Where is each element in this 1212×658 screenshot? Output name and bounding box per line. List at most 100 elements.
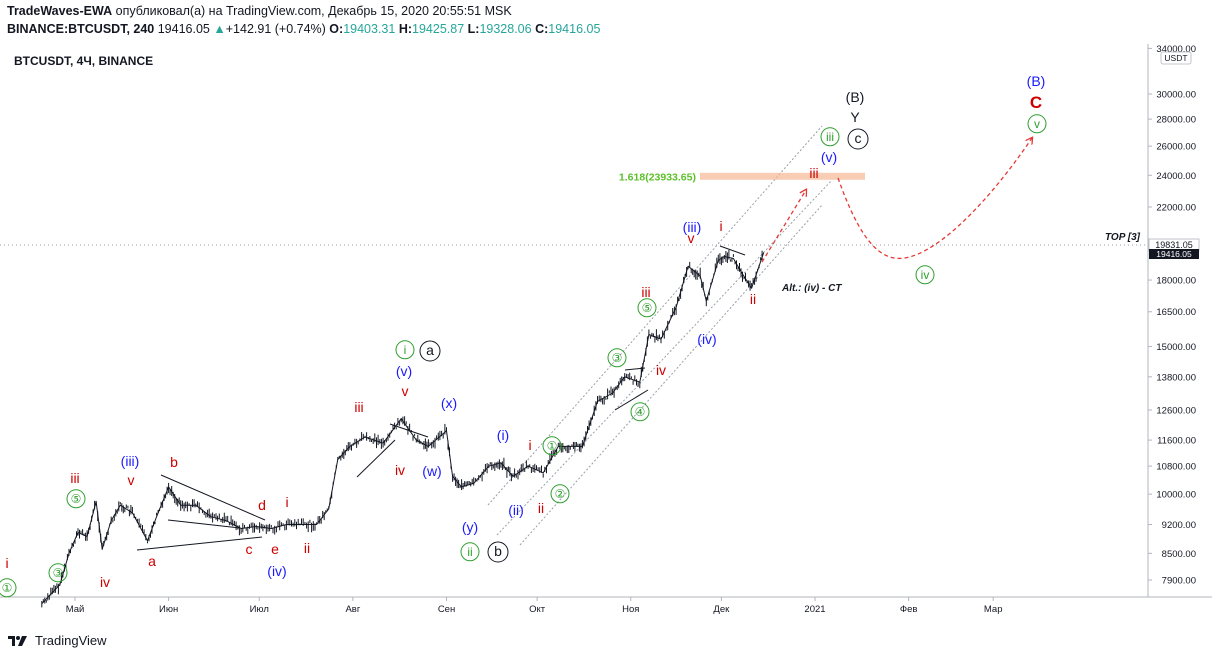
wave-label-text: iii [641, 284, 650, 300]
wave-label: ③ [607, 348, 627, 368]
currency-badge[interactable] [1160, 51, 1192, 65]
price-chart[interactable]: BTCUSDT, 4Ч, BINANCE 34000.00 30000.00 280… [0, 40, 1212, 626]
y-tick-label: 24000.00 [1156, 171, 1196, 182]
wave-label-text: (iii) [121, 453, 140, 469]
wave-label-text: ⑤ [71, 492, 82, 506]
wave-label-text: (ii) [508, 502, 524, 518]
wave-label-text: ii [750, 291, 756, 307]
high-label: H: [398, 22, 413, 36]
time-axis[interactable]: Май Июн Июл Авг Сен Окт Ноя Дек 2021 Фев Мар [66, 597, 1003, 615]
projection-to-wave-iii [761, 190, 806, 263]
wave-label-circle [550, 484, 570, 504]
y-tick-label: 34000.00 [1156, 44, 1196, 55]
wave-label: b [170, 454, 178, 470]
wave-label-text: (x) [441, 395, 457, 411]
wave-label-text: c [855, 130, 862, 146]
wave-label-text: d [258, 497, 266, 513]
x-tick-label: Дек [713, 604, 730, 615]
wave-label: (iii) [121, 453, 140, 469]
up-arrow-icon: ▲ [213, 22, 226, 36]
wave-label: iii [354, 399, 363, 415]
low-value: 19328.06 [479, 22, 532, 36]
wave-label: (v) [396, 363, 412, 379]
elliott-wave-labels: iiiiivvabcdeiiiiiiivviiiiiiivviiiiii(iii… [0, 73, 1047, 598]
wave-label-text: a [426, 342, 434, 358]
published-text: опубликовал(а) на TradingView.com, Декаб… [115, 4, 512, 18]
wave-label-text: (B) [846, 89, 865, 105]
wave-label-text: v [688, 230, 695, 246]
wave-label: v [688, 230, 695, 246]
wave-label-text: (iii) [683, 219, 702, 235]
wave-label-text: (B) [1027, 73, 1046, 89]
y-tick-label: 10000.00 [1156, 490, 1196, 501]
wave-label-text: ⑤ [642, 301, 653, 315]
wave-label-text: iii [70, 470, 79, 486]
wave-label: ⑤ [66, 489, 86, 509]
open-label: O: [329, 22, 344, 36]
wave-label-circle [1027, 114, 1047, 134]
wave-circle [847, 128, 869, 150]
wave-label-text: ③ [53, 566, 64, 580]
wave-label: ④ [630, 402, 650, 422]
wave-label-text: a [148, 553, 156, 569]
wave-label: (B) [1027, 73, 1046, 89]
wave-label-text: b [170, 454, 178, 470]
wave-label-text: e [271, 541, 279, 557]
wave-label: ③ [48, 563, 68, 583]
chart-legend-title: BTCUSDT, 4Ч, BINANCE [14, 54, 153, 68]
wave-label: a [148, 553, 156, 569]
close-label: C: [535, 22, 549, 36]
symbol-line: BINANCE:BTCUSDT, 240 [7, 22, 155, 36]
wave-label: i [285, 494, 288, 510]
footer-brand[interactable]: TradingView [35, 632, 107, 648]
footer: TradingView [7, 630, 107, 650]
wave-label-text: (iv) [267, 563, 286, 579]
wave-label: i [528, 437, 531, 453]
wave-label: ii [538, 500, 544, 516]
wave-label: (iv) [697, 331, 716, 347]
wave-label: v [1027, 114, 1047, 134]
wave-label-text: ④ [635, 405, 646, 419]
wave-label-circle [48, 563, 68, 583]
wave-label: (B) [846, 89, 865, 105]
last-price: 19416.05 [157, 22, 210, 36]
wave-label-text: iii [809, 165, 818, 181]
wave-label-circle [915, 265, 935, 285]
wave-label-text: ① [547, 439, 558, 453]
wave-label: c [855, 130, 862, 146]
wave-label: (v) [821, 149, 837, 165]
author-name[interactable]: TradeWaves-EWA [7, 4, 113, 18]
y-tick-label: 11600.00 [1157, 436, 1196, 447]
wave-label-text: ii [467, 545, 472, 559]
wave-label: (iv) [267, 563, 286, 579]
wave-label: (i) [497, 427, 509, 443]
wave-label: Y [850, 109, 860, 125]
wave-label: a [426, 342, 434, 358]
wave-circle [487, 541, 509, 563]
x-tick-label: Июн [159, 604, 178, 615]
wave-label: ② [550, 484, 570, 504]
channel-middle-line [496, 179, 833, 536]
high-value: 19425.87 [412, 22, 465, 36]
top-label: TOP [3] [1105, 232, 1141, 243]
y-tick-label: 30000.00 [1156, 90, 1196, 101]
wave-label-text: v [402, 383, 409, 399]
wave-label: d [258, 497, 266, 513]
wave-label-text: i [404, 343, 407, 357]
wave-label: iii [809, 165, 818, 181]
last-price-badge [1149, 249, 1199, 259]
alt-wave-label: Alt.: (iv) - CT [781, 283, 842, 294]
x-tick-label: Сен [438, 604, 455, 615]
y-tick-label: 10800.00 [1156, 462, 1196, 473]
x-tick-label: Июл [250, 604, 269, 615]
price-axis[interactable]: 34000.00 30000.00 28000.00 26000.00 24000.00… [1148, 44, 1196, 587]
wave-label-circle [820, 127, 840, 147]
wave-label-circle [607, 348, 627, 368]
wave-label-text: i [719, 218, 722, 234]
wave-label-circle [460, 542, 480, 562]
wave-label-text: C [1030, 93, 1042, 112]
tradingview-logo-icon[interactable] [7, 633, 29, 647]
wave-label-circle [542, 436, 562, 456]
publication-line: TradeWaves-EWA опубликовал(а) на Trading… [7, 4, 512, 18]
y-tick-label: 9200.00 [1162, 520, 1196, 531]
